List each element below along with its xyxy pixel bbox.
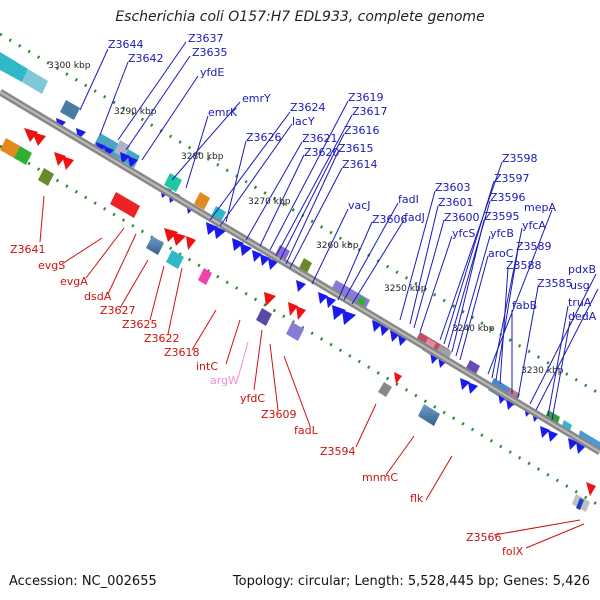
tick-label: 3260 kbp bbox=[316, 241, 359, 251]
gene-label: Z3600 bbox=[444, 211, 480, 224]
gene-label: dedA bbox=[568, 310, 597, 323]
gene-label: Z3618 bbox=[164, 346, 200, 359]
gene-label: intC bbox=[196, 360, 218, 373]
inner-tick-track bbox=[0, 144, 600, 508]
accession-label: Accession: NC_002655 bbox=[9, 574, 157, 589]
gene-label: argW bbox=[210, 374, 239, 387]
gene-label: Z3635 bbox=[192, 46, 228, 59]
gene-label: Z3626 bbox=[246, 131, 282, 144]
tick-label: 3280 kbp bbox=[181, 152, 224, 162]
gene-label: yfcB bbox=[490, 227, 514, 240]
gene-label: folX bbox=[502, 545, 524, 558]
gene-label: Z3642 bbox=[128, 52, 164, 65]
gene-label: Z3616 bbox=[344, 124, 380, 137]
gene-label: yfdC bbox=[240, 392, 265, 405]
top-leader-lines bbox=[79, 41, 599, 421]
bottom-gene-labels: Z3641 evgS evgA dsdA Z3627 Z3625 Z3622 Z… bbox=[10, 243, 524, 558]
gene-label: dsdA bbox=[84, 290, 112, 303]
gene-label: Z3595 bbox=[484, 210, 520, 223]
lower-gene-track bbox=[0, 138, 590, 512]
gene-label: Z3598 bbox=[502, 152, 538, 165]
gene-label: Z3621 bbox=[302, 132, 338, 145]
gene-label: Z3614 bbox=[342, 158, 378, 171]
tick-label: 3250 kbp bbox=[384, 284, 427, 294]
gene-label: Z3615 bbox=[338, 142, 374, 155]
gene-label: emrK bbox=[208, 106, 238, 119]
gene-label: Z3622 bbox=[144, 332, 180, 345]
gene-label: yfcA bbox=[522, 219, 546, 232]
genome-stats-label: Topology: circular; Length: 5,528,445 bp… bbox=[232, 574, 590, 589]
top-gene-labels: Z3644 Z3637 Z3642 Z3635 yfdE emrY emrK Z… bbox=[108, 32, 597, 323]
tick-label: 3300 kbp bbox=[48, 61, 91, 71]
gene-label: Z3641 bbox=[10, 243, 46, 256]
tick-label: 3240 kbp bbox=[452, 324, 495, 334]
gene-label: yfcS bbox=[452, 227, 475, 240]
genome-title: Escherichia coli O157:H7 EDL933, complet… bbox=[115, 9, 485, 25]
gene-label: Z3594 bbox=[320, 445, 356, 458]
gene-label: Z3601 bbox=[438, 196, 474, 209]
gene-label: Z3588 bbox=[506, 259, 542, 272]
bottom-leader-lines bbox=[39, 195, 585, 549]
tick-label: 3290 kbp bbox=[114, 107, 157, 117]
gene-label: evgA bbox=[60, 275, 88, 288]
gene-label: Z3603 bbox=[435, 181, 471, 194]
gene-label: Z3625 bbox=[122, 318, 158, 331]
gene-label: fadJ bbox=[404, 211, 425, 224]
gene-label: mepA bbox=[524, 201, 556, 214]
genome-backbone bbox=[0, 88, 600, 456]
gene-label: Z3566 bbox=[466, 531, 502, 544]
gene-label: Z3617 bbox=[352, 105, 388, 118]
gene-label: Z3624 bbox=[290, 101, 326, 114]
gene-label: mnmC bbox=[362, 471, 398, 484]
gene-label: Z3637 bbox=[188, 32, 224, 45]
gene-label: emrY bbox=[242, 92, 271, 105]
tick-label: 3270 kbp bbox=[248, 197, 291, 207]
argw-leader-line bbox=[237, 341, 249, 379]
gene-label: Z3606 bbox=[372, 213, 408, 226]
gene-label: pdxB bbox=[568, 263, 596, 276]
gene-label: flk bbox=[410, 492, 424, 505]
tick-label: 3230 kbp bbox=[521, 366, 564, 376]
lower-arrows bbox=[24, 128, 596, 496]
gene-label: truA bbox=[568, 296, 592, 309]
coordinate-ticks: 3300 kbp 3290 kbp 3280 kbp 3270 kbp 3260… bbox=[48, 61, 564, 376]
gene-label: vacJ bbox=[348, 199, 371, 212]
gene-label: Z3627 bbox=[100, 304, 136, 317]
gene-label: lacY bbox=[292, 115, 315, 128]
gene-label: Z3597 bbox=[494, 172, 530, 185]
gene-label: fadI bbox=[398, 193, 419, 206]
gene-label: Z3596 bbox=[490, 191, 526, 204]
gene-label: Z3619 bbox=[348, 91, 384, 104]
gene-label: Z3585 bbox=[537, 277, 573, 290]
gene-label: Z3609 bbox=[261, 408, 297, 421]
gene-label: evgS bbox=[38, 259, 65, 272]
gene-label: Z3620 bbox=[304, 146, 340, 159]
outer-tick-track bbox=[0, 32, 600, 396]
gene-label: usg bbox=[570, 279, 590, 292]
gene-label: Z3644 bbox=[108, 38, 144, 51]
gene-label: fadL bbox=[294, 424, 319, 437]
gene-label: fabB bbox=[512, 299, 537, 312]
gene-label: aroC bbox=[488, 247, 514, 260]
gene-label: Z3589 bbox=[516, 240, 552, 253]
gene-label: yfdE bbox=[200, 66, 224, 79]
